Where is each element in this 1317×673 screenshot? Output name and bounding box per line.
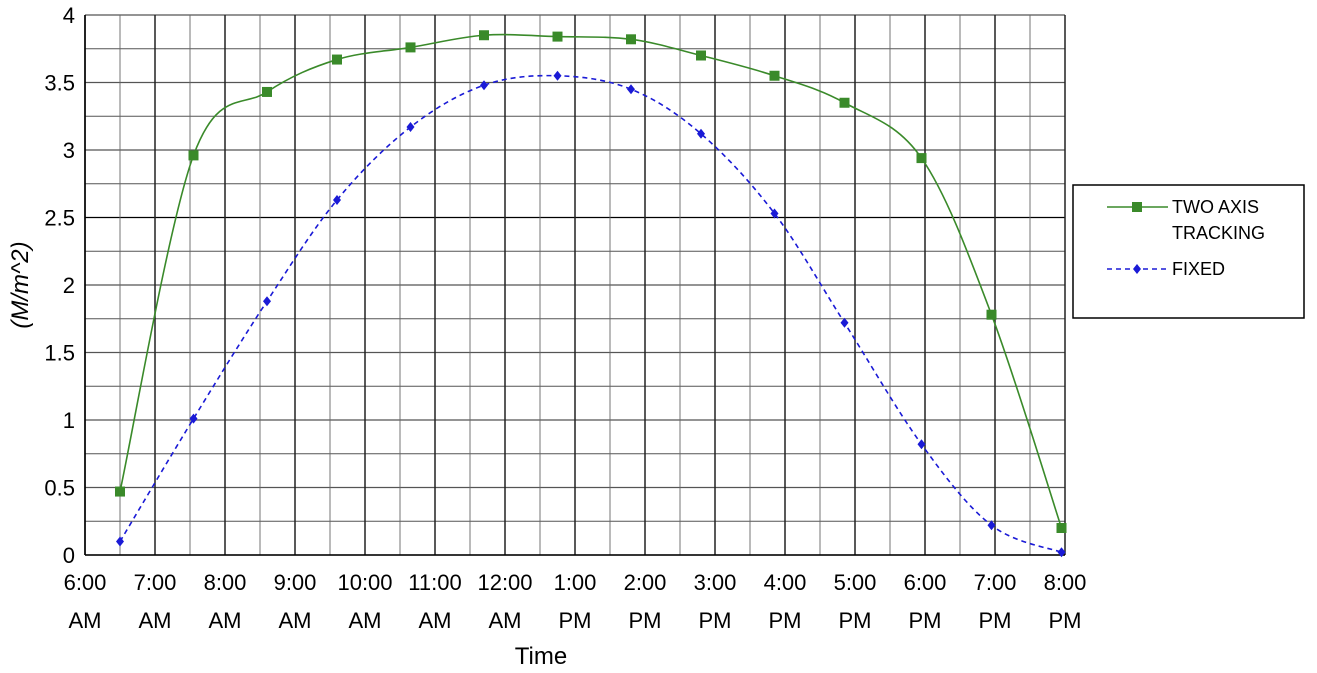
legend-marker-fixed xyxy=(1133,264,1141,274)
y-tick-label: 0.5 xyxy=(44,476,75,501)
series-line-fixed xyxy=(119,74,1062,554)
y-tick-label: 0 xyxy=(63,543,75,568)
legend-marker-two-axis-tracking xyxy=(1132,202,1142,212)
data-point-fixed xyxy=(840,317,849,328)
x-tick-label-ampm: PM xyxy=(629,608,662,633)
data-point-two-axis-tracking xyxy=(839,97,850,108)
x-tick-label: 8:00 xyxy=(1044,570,1087,595)
x-tick-label: 3:00 xyxy=(694,570,737,595)
x-tick-label-ampm: PM xyxy=(909,608,942,633)
data-point-two-axis-tracking xyxy=(115,486,125,497)
x-tick-label: 11:00 xyxy=(408,570,461,595)
x-tick-label: 7:00 xyxy=(134,570,177,595)
y-tick-label: 2 xyxy=(63,273,75,298)
data-point-fixed xyxy=(1057,547,1066,558)
y-tick-label: 3 xyxy=(63,138,75,163)
data-point-two-axis-tracking xyxy=(626,34,636,45)
legend-label-two-axis-tracking-line2: TRACKING xyxy=(1172,223,1265,243)
x-tick-label-ampm: AM xyxy=(419,608,452,633)
series-group xyxy=(115,30,1067,558)
y-axis-title: (M/m^2) xyxy=(7,241,34,328)
x-tick-labels: 6:00 AM 7:00 AM 8:00 AM 9:00 AM 10:00 AM 11:00 AM 12… xyxy=(64,570,1087,633)
legend-label-two-axis-tracking: TWO AXIS xyxy=(1172,197,1259,217)
data-point-fixed xyxy=(406,122,415,133)
data-point-fixed xyxy=(627,84,635,95)
y-tick-labels: 0 0.5 1 1.5 2 2.5 3 3.5 4 xyxy=(44,3,75,568)
data-point-two-axis-tracking xyxy=(405,42,416,53)
y-tick-label: 1.5 xyxy=(44,341,75,366)
x-tick-label: 10:00 xyxy=(337,570,392,595)
data-point-fixed xyxy=(553,70,562,81)
x-tick-label-ampm: AM xyxy=(489,608,522,633)
x-tick-label-ampm: PM xyxy=(1049,608,1082,633)
data-point-two-axis-tracking xyxy=(552,31,563,42)
data-point-fixed xyxy=(917,439,926,450)
data-point-two-axis-tracking xyxy=(986,309,997,320)
data-point-fixed xyxy=(770,208,779,219)
series-line-two-axis-tracking xyxy=(119,33,1063,529)
x-tick-label-ampm: AM xyxy=(349,608,382,633)
x-axis-title: Time xyxy=(515,643,567,670)
y-tick-label: 2.5 xyxy=(44,206,75,231)
x-tick-label: 12:00 xyxy=(477,570,532,595)
legend-label-fixed: FIXED xyxy=(1172,259,1225,279)
x-tick-label: 2:00 xyxy=(624,570,667,595)
gridlines xyxy=(84,14,1066,556)
data-point-fixed xyxy=(333,194,341,205)
x-tick-label: 6:00 xyxy=(904,570,947,595)
data-point-two-axis-tracking xyxy=(479,30,489,41)
x-tick-label: 7:00 xyxy=(974,570,1017,595)
x-tick-label: 8:00 xyxy=(204,570,247,595)
x-tick-label-ampm: PM xyxy=(699,608,732,633)
x-tick-label-ampm: PM xyxy=(769,608,802,633)
x-tick-label: 4:00 xyxy=(764,570,807,595)
x-tick-label: 9:00 xyxy=(274,570,317,595)
data-point-two-axis-tracking xyxy=(1056,523,1067,533)
x-tick-label: 6:00 xyxy=(64,570,107,595)
y-tick-label: 3.5 xyxy=(44,71,75,96)
data-point-fixed xyxy=(116,536,124,547)
x-tick-label-ampm: PM xyxy=(839,608,872,633)
data-point-fixed xyxy=(480,80,488,91)
y-tick-label: 1 xyxy=(63,408,75,433)
data-point-two-axis-tracking xyxy=(769,70,780,81)
x-tick-label: 1:00 xyxy=(554,570,597,595)
x-tick-label-ampm: AM xyxy=(69,608,102,633)
axes xyxy=(84,15,1065,556)
x-tick-label-ampm: AM xyxy=(279,608,312,633)
x-tick-label-ampm: AM xyxy=(209,608,242,633)
data-point-two-axis-tracking xyxy=(696,50,706,61)
data-point-fixed xyxy=(263,296,271,307)
data-point-fixed xyxy=(697,128,705,139)
x-tick-label: 5:00 xyxy=(834,570,877,595)
data-point-two-axis-tracking xyxy=(916,153,927,164)
x-tick-label-ampm: AM xyxy=(139,608,172,633)
data-point-two-axis-tracking xyxy=(188,150,199,161)
data-point-fixed xyxy=(987,520,996,531)
data-point-two-axis-tracking xyxy=(332,54,342,65)
data-point-two-axis-tracking xyxy=(262,86,272,97)
data-point-fixed xyxy=(189,413,198,424)
legend: TWO AXIS TRACKING FIXED xyxy=(1072,184,1305,319)
x-tick-label-ampm: PM xyxy=(979,608,1012,633)
y-tick-label: 4 xyxy=(63,3,75,28)
x-tick-label-ampm: PM xyxy=(559,608,592,633)
